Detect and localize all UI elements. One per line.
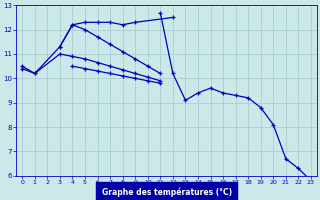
X-axis label: Graphe des températures (°C): Graphe des températures (°C)	[101, 188, 232, 197]
